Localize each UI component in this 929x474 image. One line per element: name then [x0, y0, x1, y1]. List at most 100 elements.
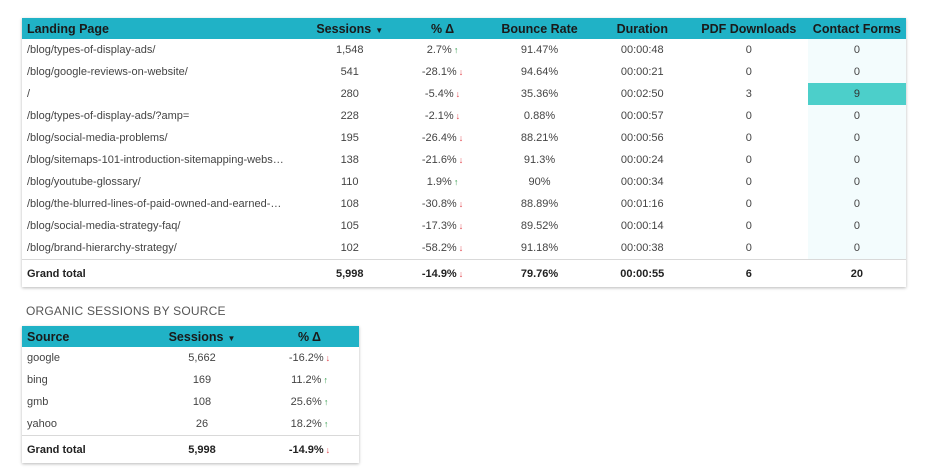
pct-delta-cell: -16.2% ↓: [260, 347, 359, 369]
total-label: Grand total: [22, 259, 299, 287]
pct-delta-cell: 2.7% ↑: [401, 39, 485, 61]
sessions-cell: 110: [340, 176, 359, 188]
col-label: Sessions: [316, 21, 372, 36]
trend-up-icon: ↑: [323, 419, 329, 429]
landing-page-cell: /: [27, 88, 31, 100]
contact-forms-cell: 0: [807, 105, 906, 127]
table-row[interactable]: google 5,662 -16.2% ↓: [22, 347, 359, 369]
col-header-sessions[interactable]: Sessions ▼: [298, 18, 401, 39]
pct-delta-cell: -28.1% ↓: [401, 61, 485, 83]
trend-up-icon: ↑: [323, 375, 328, 385]
table-row[interactable]: / 280 -5.4% ↓ 35.36% 00:02:50 3 9: [22, 83, 906, 105]
col-label: Landing Page: [27, 21, 109, 36]
bounce-rate-cell: 89.52%: [520, 220, 559, 232]
landing-page-cell: /blog/types-of-display-ads/: [27, 44, 156, 56]
col-header-duration[interactable]: Duration: [594, 18, 690, 39]
col-header-contact-forms[interactable]: Contact Forms: [807, 18, 906, 39]
delta-value: -14.9%: [288, 443, 324, 456]
table-row[interactable]: /blog/types-of-display-ads/?amp= 228 -2.1%…: [22, 105, 906, 127]
col-header-landing-page[interactable]: Landing Page: [22, 18, 299, 39]
col-label: Duration: [616, 21, 668, 36]
landing-page-cell: /blog/the-blurred-lines-of-paid-owned-an…: [27, 198, 282, 210]
pct-delta-cell: -14.9% ↓: [400, 259, 485, 287]
col-header-sessions[interactable]: Sessions ▼: [144, 326, 260, 347]
landing-page-cell: /blog/social-media-problems/: [27, 132, 168, 144]
table-row[interactable]: /blog/brand-hierarchy-strategy/102 -58.2%…: [22, 237, 906, 260]
trend-down-icon: ↓: [325, 353, 331, 363]
pct-delta-cell: -21.6% ↓: [401, 149, 485, 171]
table-row[interactable]: /blog/the-blurred-lines-of-paid-owned-an…: [22, 193, 906, 215]
delta-value: -26.4%: [421, 132, 457, 144]
pct-delta-cell: -5.4% ↓: [401, 83, 485, 105]
trend-down-icon: ↓: [458, 133, 464, 143]
bounce-rate-cell: 94.64%: [520, 66, 559, 78]
table-row[interactable]: bing 169 11.2% ↑: [22, 369, 359, 391]
table-row[interactable]: /blog/social-media-problems/195 -26.4% ↓ 88…: [22, 127, 906, 149]
contact-forms-cell: 0: [807, 39, 906, 61]
col-label: Sessions: [168, 329, 224, 344]
landing-page-cell: /blog/brand-hierarchy-strategy/: [27, 242, 177, 254]
table-row[interactable]: /blog/types-of-display-ads/1,548 2.7% ↑ 91.…: [22, 39, 906, 61]
duration-cell: 00:00:48: [620, 44, 664, 56]
col-header-bounce-rate[interactable]: Bounce Rate: [484, 18, 595, 39]
pdf-downloads-cell: 0: [745, 110, 752, 122]
sessions-cell: 26: [195, 418, 209, 430]
grand-total-row: Grand total 5,998 -14.9% ↓ 79.76% 00:00:55 6 20: [22, 259, 906, 287]
duration-cell: 00:00:56: [620, 132, 664, 144]
col-header-pdf-downloads[interactable]: PDF Downloads: [689, 18, 808, 39]
contact-forms-cell: 9: [807, 83, 906, 105]
pdf-downloads-cell: 0: [745, 198, 752, 210]
sort-desc-icon[interactable]: ▼: [375, 25, 384, 35]
bounce-rate-cell: 91.18%: [520, 242, 559, 254]
col-header-pct-delta[interactable]: % Δ: [400, 18, 485, 39]
col-label: PDF Downloads: [701, 21, 797, 36]
sessions-cell: 102: [340, 242, 359, 254]
table-header-row: Landing Page Sessions ▼ % Δ Bounce Rate D…: [22, 18, 906, 39]
col-header-pct-delta[interactable]: % Δ: [260, 326, 359, 347]
contact-forms-cell: 0: [807, 193, 906, 215]
trend-down-icon: ↓: [458, 221, 464, 231]
pct-delta-cell: 18.2% ↑: [260, 413, 359, 436]
bounce-rate-cell: 79.76%: [484, 259, 595, 287]
table-row[interactable]: gmb 108 25.6% ↑: [22, 391, 359, 413]
sessions-cell: 169: [192, 374, 212, 386]
sessions-cell: 280: [340, 88, 359, 100]
col-label: Source: [27, 329, 70, 344]
pct-delta-cell: 11.2% ↑: [260, 369, 359, 391]
pct-delta-cell: -17.3% ↓: [401, 215, 485, 237]
contact-forms-cell: 0: [807, 149, 906, 171]
table-row[interactable]: /blog/sitemaps-101-introduction-sitemapp…: [22, 149, 906, 171]
sessions-cell: 1,548: [335, 44, 364, 56]
sessions-cell: 108: [340, 198, 359, 210]
table-row[interactable]: /blog/youtube-glossary/110 1.9% ↑ 90% 00:00:…: [22, 171, 906, 193]
trend-down-icon: ↓: [455, 111, 461, 121]
source-cell: yahoo: [27, 418, 57, 430]
source-cell: bing: [27, 374, 48, 386]
delta-value: -14.9%: [421, 267, 457, 280]
trend-down-icon: ↓: [458, 155, 464, 165]
delta-value: -5.4%: [424, 88, 454, 100]
col-label: Contact Forms: [812, 21, 901, 36]
table-row[interactable]: yahoo 26 18.2% ↑: [22, 413, 359, 436]
landing-page-cell: /blog/google-reviews-on-website/: [27, 66, 188, 78]
sort-desc-icon[interactable]: ▼: [227, 333, 236, 343]
table-row[interactable]: /blog/google-reviews-on-website/541 -28.1…: [22, 61, 906, 83]
sessions-cell: 5,998: [298, 259, 401, 287]
organic-sessions-table: Source Sessions ▼ % Δ google 5,662 -16.2% ↓ b…: [22, 326, 359, 463]
duration-cell: 00:00:38: [620, 242, 664, 254]
trend-up-icon: ↑: [453, 177, 459, 187]
duration-cell: 00:00:34: [620, 176, 664, 188]
duration-cell: 00:00:14: [620, 220, 664, 232]
table-row[interactable]: /blog/social-media-strategy-faq/105 -17.3…: [22, 215, 906, 237]
landing-page-cell: /blog/youtube-glossary/: [27, 176, 141, 188]
duration-cell: 00:02:50: [620, 88, 664, 100]
pdf-downloads-cell: 0: [745, 132, 752, 144]
col-header-source[interactable]: Source: [22, 326, 144, 347]
pdf-downloads-cell: 0: [745, 176, 752, 188]
pct-delta-cell: -30.8% ↓: [401, 193, 485, 215]
bounce-rate-cell: 90%: [528, 176, 551, 188]
duration-cell: 00:00:21: [620, 66, 664, 78]
delta-value: -21.6%: [421, 154, 457, 166]
delta-value: -30.8%: [421, 198, 457, 210]
table-header-row: Source Sessions ▼ % Δ: [22, 326, 359, 347]
